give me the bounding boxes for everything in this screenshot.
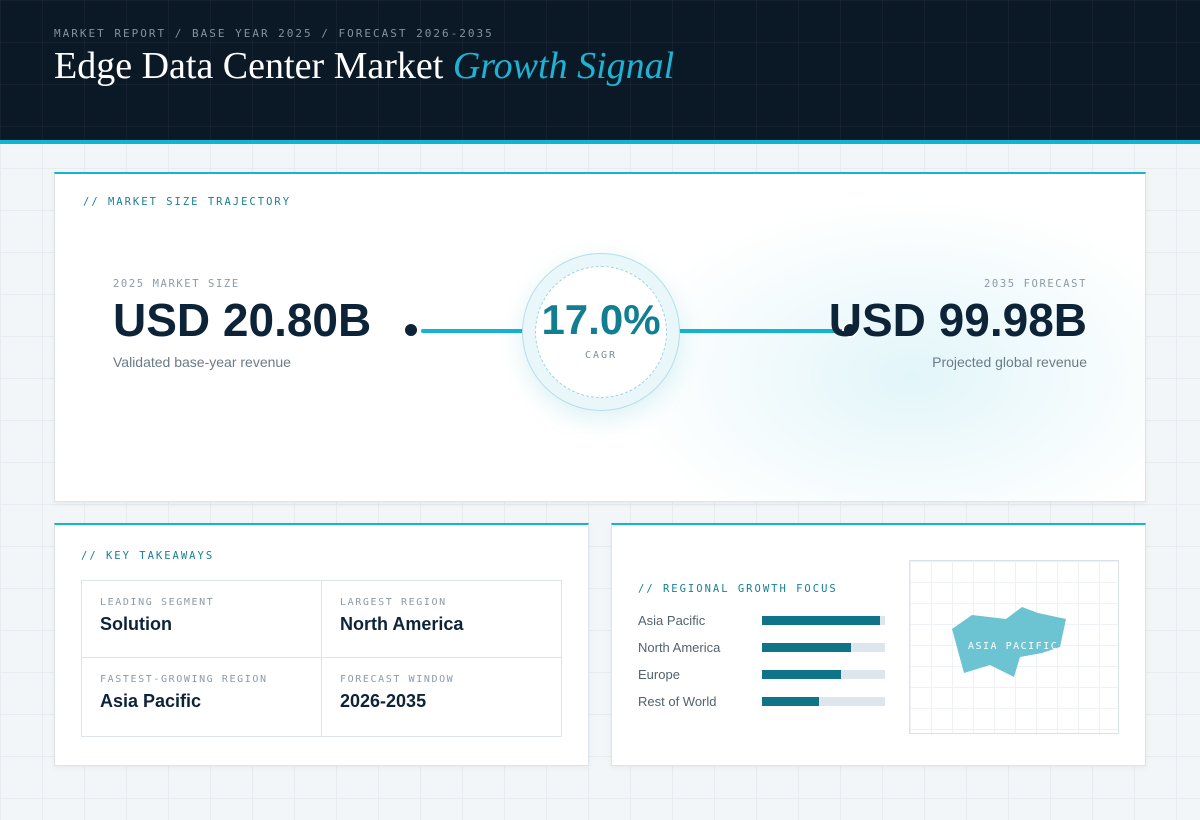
region-bar-fill xyxy=(762,670,841,679)
region-name: Europe xyxy=(638,667,680,682)
forecast-caption: 2035 FORECAST xyxy=(984,278,1087,290)
region-bar-track xyxy=(762,670,885,679)
cagr-value: 17.0% xyxy=(541,296,661,343)
title-accent: Growth Signal xyxy=(452,45,675,87)
key-takeaways-card: // KEY TAKEAWAYS LEADING SEGMENT Solutio… xyxy=(54,523,589,766)
title-main: Edge Data Center Market xyxy=(54,45,444,87)
takeaway-value: 2026-2035 xyxy=(340,691,427,711)
takeaway-forecast-window: FORECAST WINDOW 2026-2035 xyxy=(322,658,562,736)
takeaway-value: North America xyxy=(340,614,464,634)
regional-growth-card: // REGIONAL GROWTH FOCUS Asia Pacific No… xyxy=(611,523,1146,766)
end-point-dot xyxy=(842,322,858,338)
cagr-caption: CAGR xyxy=(584,350,618,361)
asia-pacific-map-shape xyxy=(952,607,1066,677)
card-label-takeaways: // KEY TAKEAWAYS xyxy=(81,550,215,562)
takeaway-value: Solution xyxy=(100,614,172,634)
report-header: MARKET REPORT / BASE YEAR 2025 / FORECAS… xyxy=(0,0,1200,144)
takeaway-caption: FASTEST-GROWING REGION xyxy=(100,674,268,685)
map-region-label: ASIA PACIFIC xyxy=(968,641,1059,652)
region-name: Asia Pacific xyxy=(638,613,706,628)
region-bar-list: Asia Pacific North America Europe Rest o… xyxy=(638,613,888,721)
takeaways-grid: LEADING SEGMENT Solution LARGEST REGION … xyxy=(81,580,562,737)
market-size-card: // MARKET SIZE TRAJECTORY 2025 MARKET SI… xyxy=(54,172,1146,502)
takeaway-caption: LEADING SEGMENT xyxy=(100,597,215,608)
region-row: Rest of World xyxy=(638,694,888,721)
base-year-subtitle: Validated base-year revenue xyxy=(113,354,291,370)
takeaway-caption: FORECAST WINDOW xyxy=(340,674,455,685)
region-bar-fill xyxy=(762,643,851,652)
takeaway-leading-segment: LEADING SEGMENT Solution xyxy=(82,581,322,658)
region-row: Asia Pacific xyxy=(638,613,888,640)
base-year-caption: 2025 MARKET SIZE xyxy=(113,278,240,290)
region-name: Rest of World xyxy=(638,694,717,709)
forecast-subtitle: Projected global revenue xyxy=(932,354,1087,370)
report-breadcrumb: MARKET REPORT / BASE YEAR 2025 / FORECAS… xyxy=(54,27,494,40)
card-label-regional: // REGIONAL GROWTH FOCUS xyxy=(638,583,838,595)
forecast-value: USD 99.98B xyxy=(828,294,1087,346)
cagr-inner-circle: 17.0% CAGR xyxy=(535,266,667,398)
background-glow xyxy=(615,194,1145,501)
forecast-stat: 2035 FORECAST USD 99.98B Projected globa… xyxy=(829,278,1087,370)
takeaway-fastest-region: FASTEST-GROWING REGION Asia Pacific xyxy=(82,658,322,736)
page-title: Edge Data Center Market Growth Signal xyxy=(54,44,674,88)
region-name: North America xyxy=(638,640,721,655)
region-bar-track xyxy=(762,697,885,706)
region-bar-track xyxy=(762,616,885,625)
region-map: ASIA PACIFIC xyxy=(909,560,1119,734)
cagr-badge: 17.0% CAGR xyxy=(522,253,680,411)
takeaway-largest-region: LARGEST REGION North America xyxy=(322,581,562,658)
start-point-dot xyxy=(403,322,419,338)
region-row: North America xyxy=(638,640,888,667)
region-bar-track xyxy=(762,643,885,652)
takeaway-value: Asia Pacific xyxy=(100,691,202,711)
region-bar-fill xyxy=(762,616,881,625)
base-year-stat: 2025 MARKET SIZE USD 20.80B Validated ba… xyxy=(113,278,371,370)
base-year-value: USD 20.80B xyxy=(113,294,372,346)
card-label-trajectory: // MARKET SIZE TRAJECTORY xyxy=(83,196,292,208)
takeaway-caption: LARGEST REGION xyxy=(340,597,447,608)
region-bar-fill xyxy=(762,697,819,706)
region-row: Europe xyxy=(638,667,888,694)
